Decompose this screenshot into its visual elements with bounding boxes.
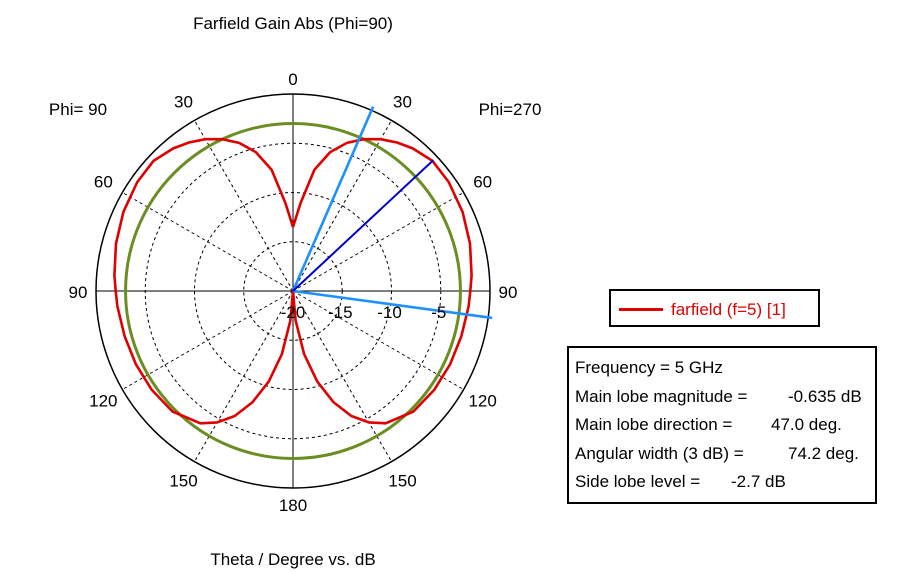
angular-width-key: Angular width (3 dB) = <box>575 443 744 463</box>
farfield-curve-group <box>113 137 473 425</box>
legend-swatch <box>619 308 663 311</box>
angle-label-150: 150 <box>388 472 416 491</box>
tick-labels-group: 0 30 30 60 60 90 90 120 120 150 150 180 -20 -15 -10 -5 <box>69 70 518 515</box>
angular-width-value: 74.2 deg. <box>788 443 859 463</box>
reference-circle <box>124 122 462 460</box>
angle-label-60: 60 <box>473 173 492 192</box>
grid-spoke <box>292 290 464 390</box>
frequency-text: Frequency = 5 GHz <box>575 358 723 377</box>
grid-spoke <box>292 120 392 292</box>
beam-edge-line <box>292 289 493 320</box>
angle-label-30: 30 <box>393 92 412 111</box>
legend: farfield (f=5) [1] <box>609 289 820 327</box>
grid-spoke <box>292 290 392 462</box>
info-main-lobe-direction: Main lobe direction = 47.0 deg. <box>575 411 875 440</box>
info-box: Frequency = 5 GHz Main lobe magnitude = … <box>567 346 877 504</box>
legend-label: farfield (f=5) [1] <box>671 300 786 319</box>
beam-lines-group <box>291 106 493 320</box>
info-angular-width: Angular width (3 dB) = 74.2 deg. <box>575 440 875 469</box>
farfield-curve-left <box>113 137 295 425</box>
polar-grid <box>95 93 491 489</box>
angle-label-60: 60 <box>94 173 113 192</box>
outer-circle <box>95 93 491 489</box>
beam-edge-line <box>291 106 375 292</box>
main-lobe-line <box>292 159 434 292</box>
radial-tick-label: -20 <box>281 303 306 322</box>
angle-label-30: 30 <box>174 92 193 111</box>
angle-label-150: 150 <box>169 472 197 491</box>
angle-label-120: 120 <box>468 392 496 411</box>
info-side-lobe-level: Side lobe level = -2.7 dB <box>575 468 875 497</box>
grid-spoke <box>122 290 294 390</box>
radial-tick-label: -15 <box>328 303 353 322</box>
info-frequency: Frequency = 5 GHz <box>575 354 875 383</box>
angle-label-90: 90 <box>499 283 518 302</box>
main-lobe-direction-value: 47.0 deg. <box>771 415 842 434</box>
radial-tick-label: -10 <box>377 303 402 322</box>
grid-spoke <box>122 192 294 292</box>
grid-spoke <box>194 120 294 292</box>
angle-label-0: 0 <box>288 70 297 89</box>
main-lobe-magnitude-key: Main lobe magnitude = <box>575 386 748 406</box>
reference-circle-group <box>124 122 462 460</box>
grid-spoke <box>194 290 294 462</box>
angle-label-180: 180 <box>279 496 307 515</box>
radial-tick-label: -5 <box>431 303 446 322</box>
x-axis-label: Theta / Degree vs. dB <box>210 550 375 569</box>
main-lobe-magnitude-value: -0.635 dB <box>788 386 862 406</box>
main-lobe-direction-key: Main lobe direction = <box>575 415 733 434</box>
side-lobe-level-value: -2.7 dB <box>731 472 786 491</box>
angle-label-120: 120 <box>89 392 117 411</box>
left-phi-label: Phi= 90 <box>49 100 107 119</box>
side-lobe-level-key: Side lobe level = <box>575 472 701 491</box>
farfield-curve-right <box>291 137 473 425</box>
chart-title: Farfield Gain Abs (Phi=90) <box>193 14 393 33</box>
grid-spoke <box>292 192 464 292</box>
angle-label-90: 90 <box>69 283 88 302</box>
info-main-lobe-magnitude: Main lobe magnitude = -0.635 dB <box>575 383 875 412</box>
right-phi-label: Phi=270 <box>479 100 542 119</box>
